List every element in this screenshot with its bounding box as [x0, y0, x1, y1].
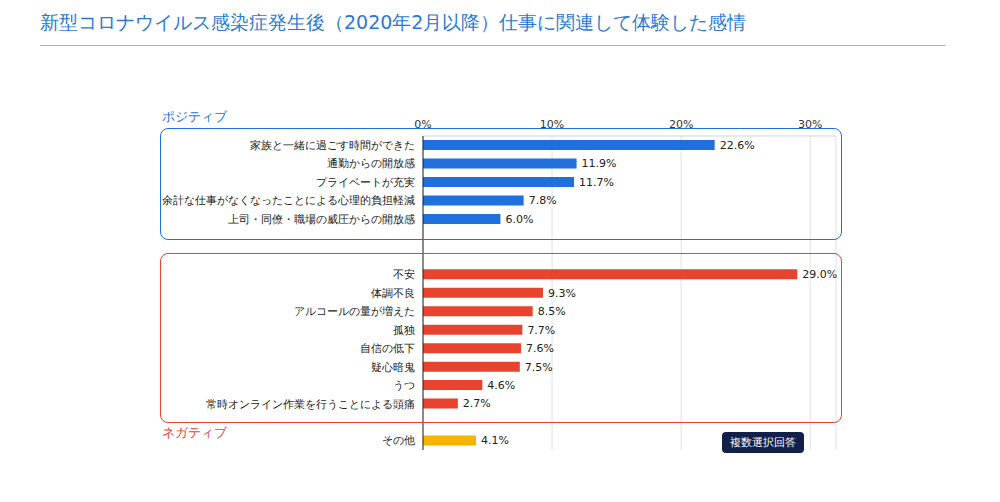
html-text:ポジティブ: ポジティブ: [162, 109, 227, 124]
svg-text:4.1%: 4.1%: [481, 434, 509, 447]
svg-text:常時オンライン作業を行うことによる頭痛: 常時オンライン作業を行うことによる頭痛: [206, 398, 415, 411]
svg-text:自信の低下: 自信の低下: [360, 342, 415, 354]
svg-text:上司・同僚・職場の威圧からの開放感: 上司・同僚・職場の威圧からの開放感: [228, 213, 415, 225]
svg-text:6.0%: 6.0%: [505, 213, 533, 226]
svg-text:2.7%: 2.7%: [463, 397, 491, 410]
svg-text:22.6%: 22.6%: [720, 139, 755, 152]
svg-text:11.9%: 11.9%: [582, 157, 617, 170]
svg-text:7.6%: 7.6%: [526, 342, 554, 355]
svg-text:29.0%: 29.0%: [802, 268, 837, 281]
svg-text:7.8%: 7.8%: [529, 194, 557, 207]
svg-text:10%: 10%: [540, 118, 564, 131]
html-text:新型コロナウイルス感染症発生後（2020年2月以降）仕事に関: 新型コロナウイルス感染症発生後（2020年2月以降）仕事に関連して体験した感情: [40, 11, 747, 33]
html-text:複数選択回答: 複数選択回答: [730, 436, 796, 449]
svg-text:30%: 30%: [798, 118, 822, 131]
svg-text:11.7%: 11.7%: [579, 176, 614, 189]
svg-text:孤独: 孤独: [393, 324, 415, 336]
svg-text:家族と一緒に過ごす時間ができた: 家族と一緒に過ごす時間ができた: [250, 139, 415, 152]
svg-text:8.5%: 8.5%: [538, 305, 566, 318]
svg-text:プライベートが充実: プライベートが充実: [316, 176, 415, 188]
svg-text:疑心暗鬼: 疑心暗鬼: [371, 361, 415, 373]
svg-text:通勤からの開放感: 通勤からの開放感: [327, 157, 415, 169]
svg-text:7.5%: 7.5%: [525, 361, 553, 374]
svg-text:その他: その他: [382, 434, 415, 446]
svg-text:体調不良: 体調不良: [371, 287, 415, 299]
svg-text:4.6%: 4.6%: [487, 379, 515, 392]
svg-text:余計な仕事がなくなったことによる心理的負担軽減: 余計な仕事がなくなったことによる心理的負担軽減: [162, 194, 415, 206]
svg-text:20%: 20%: [669, 118, 693, 131]
svg-text:アルコールの量が増えた: アルコールの量が増えた: [294, 305, 415, 317]
svg-text:うつ: うつ: [393, 379, 415, 392]
html-text:ネガティブ: ネガティブ: [162, 425, 227, 440]
svg-text:9.3%: 9.3%: [548, 287, 576, 300]
svg-text:7.7%: 7.7%: [527, 324, 555, 337]
svg-text:不安: 不安: [393, 268, 415, 280]
svg-text:0%: 0%: [414, 118, 431, 131]
